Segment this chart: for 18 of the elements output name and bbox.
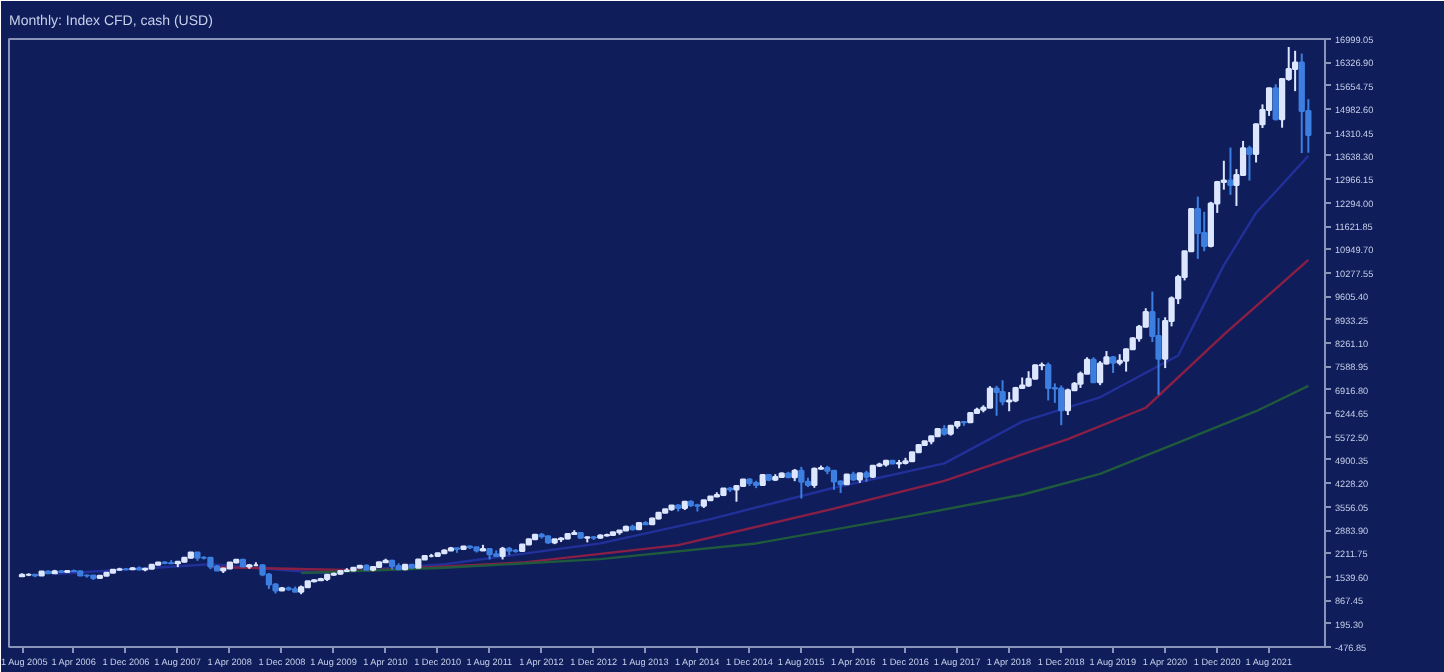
line-series	[209, 258, 1310, 572]
line-series	[53, 154, 1310, 576]
candlestick	[1058, 384, 1065, 427]
candlestick	[798, 465, 805, 500]
candlestick	[1064, 387, 1071, 417]
candlestick	[1045, 361, 1052, 402]
candlestick	[1246, 144, 1253, 182]
candlestick	[1096, 360, 1104, 387]
candlestick	[1194, 195, 1201, 260]
candlestick	[986, 385, 994, 409]
candlestick	[1006, 391, 1013, 413]
candlestick	[830, 469, 838, 491]
line-series	[299, 384, 1310, 575]
candlestick	[1227, 146, 1234, 196]
candlestick	[1090, 356, 1097, 385]
candlestick	[1272, 83, 1279, 122]
candlestick	[1291, 49, 1299, 93]
candlestick	[993, 384, 1000, 417]
